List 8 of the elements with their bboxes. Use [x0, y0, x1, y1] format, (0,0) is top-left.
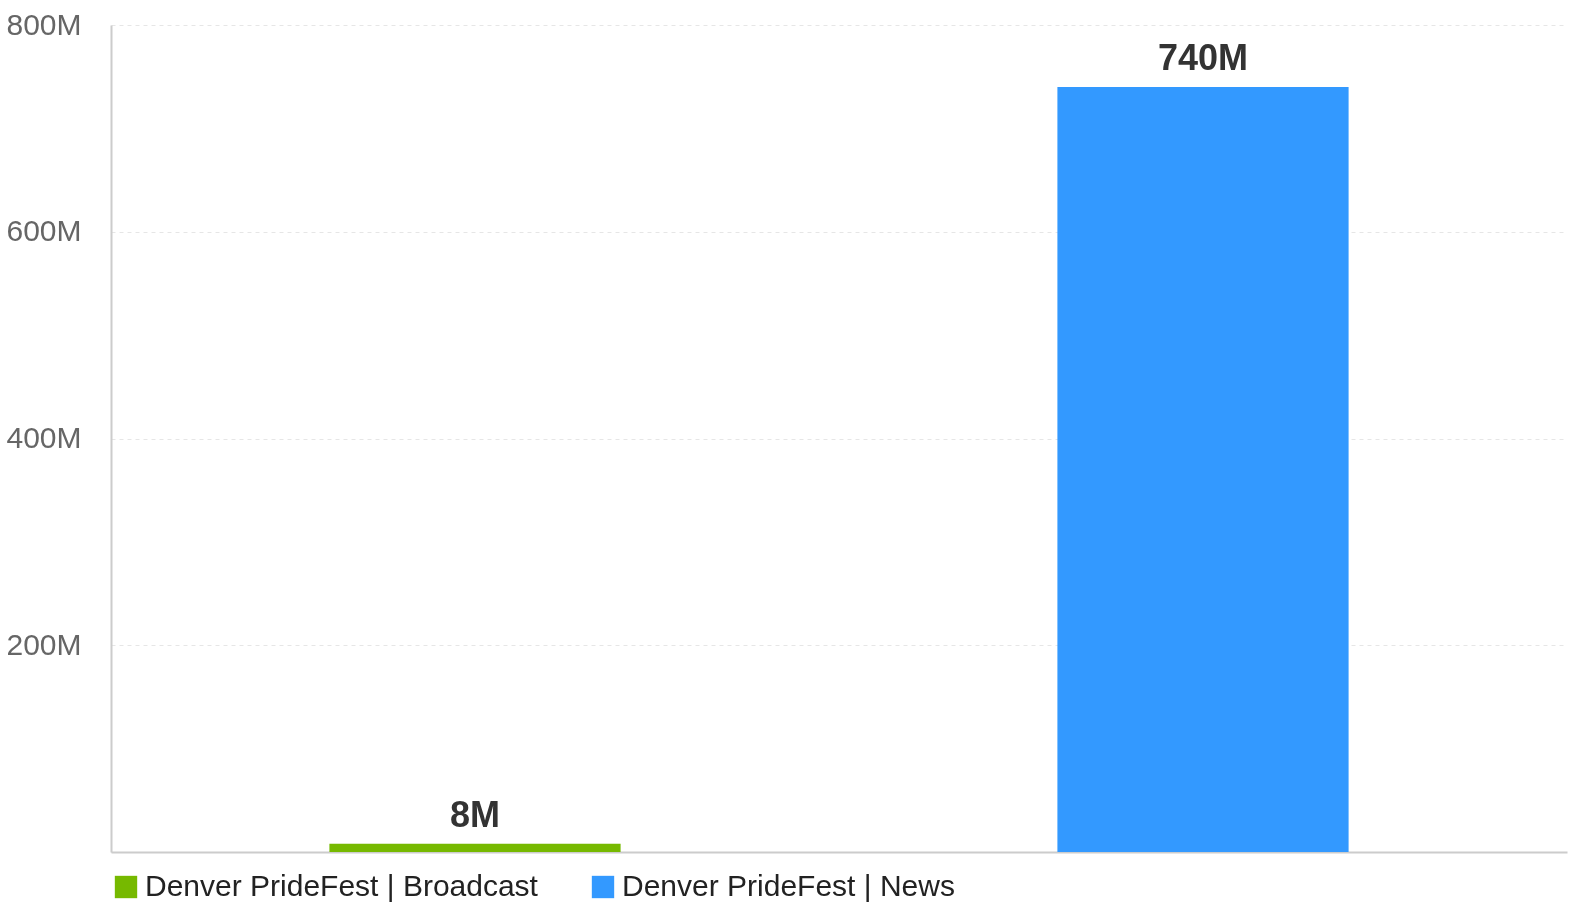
legend-label: Denver PrideFest | Broadcast	[145, 869, 539, 902]
legend-label: Denver PrideFest | News	[622, 869, 955, 902]
y-tick-label: 800M	[6, 7, 82, 41]
y-tick-label: 200M	[6, 627, 82, 661]
text: 740M	[1157, 37, 1249, 79]
y-tick-label: 600M	[6, 214, 82, 248]
y-tick-label: 400M	[6, 421, 82, 454]
text: 8M	[449, 793, 501, 835]
